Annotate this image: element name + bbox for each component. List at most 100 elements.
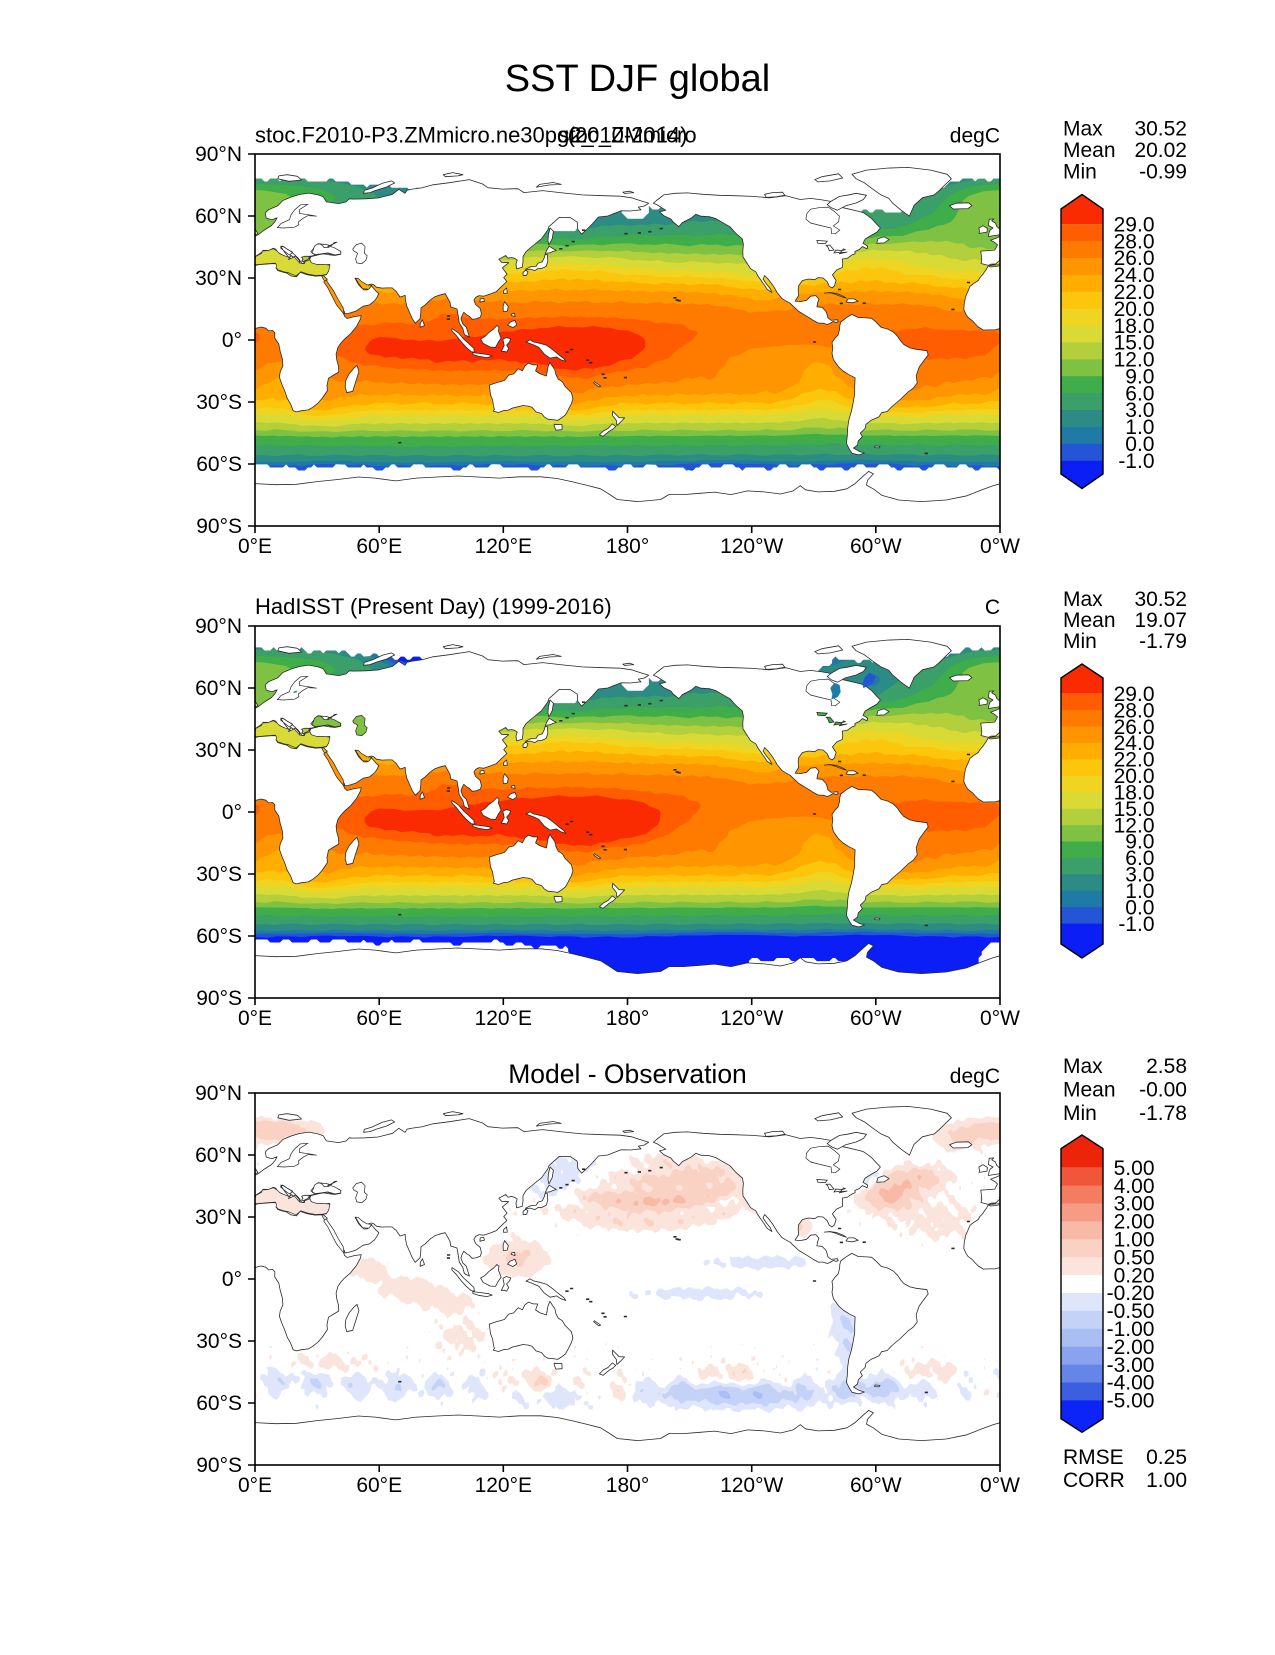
svg-text:30°N: 30°N bbox=[195, 267, 242, 290]
svg-text:180°: 180° bbox=[606, 535, 649, 558]
svg-text:HadISST (Present Day) (1999-20: HadISST (Present Day) (1999-2016) bbox=[255, 594, 612, 619]
svg-text:0.0: 0.0 bbox=[1125, 433, 1154, 456]
svg-text:90°N: 90°N bbox=[195, 615, 242, 638]
svg-text:-0.20: -0.20 bbox=[1107, 1282, 1155, 1305]
svg-text:0°W: 0°W bbox=[980, 1474, 1020, 1497]
svg-text:2.58: 2.58 bbox=[1146, 1055, 1187, 1078]
svg-text:C: C bbox=[985, 596, 1000, 619]
svg-text:4.00: 4.00 bbox=[1114, 1175, 1155, 1198]
svg-text:stoc.F2010-P3.ZMmicro.ne30pg2_: stoc.F2010-P3.ZMmicro.ne30pg2_ bbox=[255, 123, 594, 148]
svg-text:18.0: 18.0 bbox=[1114, 782, 1155, 805]
svg-text:60°E: 60°E bbox=[356, 535, 402, 558]
svg-text:120°E: 120°E bbox=[475, 535, 532, 558]
svg-text:28.0: 28.0 bbox=[1114, 699, 1155, 722]
svg-text:stoc_ZMmicro: stoc_ZMmicro bbox=[558, 123, 696, 148]
svg-text:90°N: 90°N bbox=[195, 1082, 242, 1105]
svg-text:120°E: 120°E bbox=[475, 1474, 532, 1497]
svg-text:18.0: 18.0 bbox=[1114, 315, 1155, 338]
svg-text:-2.00: -2.00 bbox=[1107, 1336, 1155, 1359]
svg-text:1.00: 1.00 bbox=[1114, 1229, 1155, 1252]
svg-text:60°E: 60°E bbox=[356, 1474, 402, 1497]
svg-text:SST DJF global: SST DJF global bbox=[505, 58, 770, 100]
svg-text:29.0: 29.0 bbox=[1114, 683, 1155, 706]
svg-text:15.0: 15.0 bbox=[1114, 332, 1155, 355]
svg-text:60°N: 60°N bbox=[195, 1144, 242, 1167]
svg-text:0.25: 0.25 bbox=[1146, 1446, 1187, 1469]
svg-text:20.02: 20.02 bbox=[1134, 139, 1187, 162]
svg-text:0°: 0° bbox=[222, 329, 242, 352]
svg-text:3.00: 3.00 bbox=[1114, 1193, 1155, 1216]
svg-text:Max: Max bbox=[1063, 588, 1103, 611]
svg-text:30°N: 30°N bbox=[195, 1206, 242, 1229]
svg-text:Model - Observation: Model - Observation bbox=[508, 1059, 747, 1089]
svg-text:-1.0: -1.0 bbox=[1118, 913, 1154, 936]
svg-text:120°W: 120°W bbox=[720, 1474, 783, 1497]
svg-text:60°N: 60°N bbox=[195, 677, 242, 700]
svg-text:-3.00: -3.00 bbox=[1107, 1354, 1155, 1377]
svg-text:0°: 0° bbox=[222, 801, 242, 824]
svg-text:Mean: Mean bbox=[1063, 1079, 1116, 1102]
svg-text:90°N: 90°N bbox=[195, 143, 242, 166]
svg-text:0°E: 0°E bbox=[238, 535, 272, 558]
svg-text:-5.00: -5.00 bbox=[1107, 1390, 1155, 1413]
svg-text:0.20: 0.20 bbox=[1114, 1264, 1155, 1287]
svg-text:60°W: 60°W bbox=[850, 535, 902, 558]
svg-text:6.0: 6.0 bbox=[1125, 847, 1154, 870]
svg-text:-0.00: -0.00 bbox=[1139, 1079, 1187, 1102]
svg-text:24.0: 24.0 bbox=[1114, 264, 1155, 287]
svg-text:30.52: 30.52 bbox=[1134, 117, 1187, 140]
svg-text:-1.78: -1.78 bbox=[1139, 1102, 1187, 1125]
svg-text:(2010-2014): (2010-2014) bbox=[568, 123, 688, 148]
svg-text:Mean: Mean bbox=[1063, 609, 1116, 632]
svg-text:0°E: 0°E bbox=[238, 1007, 272, 1030]
svg-text:60°N: 60°N bbox=[195, 205, 242, 228]
svg-text:90°S: 90°S bbox=[196, 515, 242, 538]
svg-text:-1.79: -1.79 bbox=[1139, 630, 1187, 653]
svg-text:30°S: 30°S bbox=[196, 391, 242, 414]
svg-text:1.00: 1.00 bbox=[1146, 1469, 1187, 1492]
svg-text:1.0: 1.0 bbox=[1125, 880, 1154, 903]
svg-text:29.0: 29.0 bbox=[1114, 213, 1155, 236]
svg-text:15.0: 15.0 bbox=[1114, 798, 1155, 821]
svg-text:180°: 180° bbox=[606, 1007, 649, 1030]
svg-text:6.0: 6.0 bbox=[1125, 382, 1154, 405]
svg-text:120°E: 120°E bbox=[475, 1007, 532, 1030]
svg-text:12.0: 12.0 bbox=[1114, 349, 1155, 372]
svg-text:60°W: 60°W bbox=[850, 1474, 902, 1497]
svg-text:Max: Max bbox=[1063, 117, 1103, 140]
svg-text:2.00: 2.00 bbox=[1114, 1211, 1155, 1234]
svg-text:Min: Min bbox=[1063, 1102, 1097, 1125]
svg-text:CORR: CORR bbox=[1063, 1469, 1125, 1492]
svg-text:60°S: 60°S bbox=[196, 1392, 242, 1415]
svg-text:-0.50: -0.50 bbox=[1107, 1300, 1155, 1323]
svg-text:Min: Min bbox=[1063, 630, 1097, 653]
svg-text:120°W: 120°W bbox=[720, 535, 783, 558]
svg-text:Max: Max bbox=[1063, 1055, 1103, 1078]
svg-text:Min: Min bbox=[1063, 161, 1097, 184]
svg-text:20.0: 20.0 bbox=[1114, 298, 1155, 321]
svg-text:3.0: 3.0 bbox=[1125, 864, 1154, 887]
svg-text:60°E: 60°E bbox=[356, 1007, 402, 1030]
svg-text:degC: degC bbox=[950, 125, 1000, 148]
svg-text:90°S: 90°S bbox=[196, 987, 242, 1010]
svg-text:Mean: Mean bbox=[1063, 139, 1116, 162]
svg-text:20.0: 20.0 bbox=[1114, 765, 1155, 788]
svg-text:0.50: 0.50 bbox=[1114, 1246, 1155, 1269]
svg-text:19.07: 19.07 bbox=[1134, 609, 1187, 632]
svg-text:0°W: 0°W bbox=[980, 1007, 1020, 1030]
svg-text:180°: 180° bbox=[606, 1474, 649, 1497]
svg-text:5.00: 5.00 bbox=[1114, 1157, 1155, 1180]
svg-text:0.0: 0.0 bbox=[1125, 896, 1154, 919]
svg-text:degC: degC bbox=[950, 1065, 1000, 1088]
svg-text:24.0: 24.0 bbox=[1114, 732, 1155, 755]
svg-text:60°S: 60°S bbox=[196, 453, 242, 476]
svg-text:-0.99: -0.99 bbox=[1139, 161, 1187, 184]
svg-text:-1.00: -1.00 bbox=[1107, 1318, 1155, 1341]
svg-text:-4.00: -4.00 bbox=[1107, 1372, 1155, 1395]
svg-text:RMSE: RMSE bbox=[1063, 1446, 1124, 1469]
svg-text:28.0: 28.0 bbox=[1114, 230, 1155, 253]
svg-text:30°S: 30°S bbox=[196, 1330, 242, 1353]
svg-text:22.0: 22.0 bbox=[1114, 749, 1155, 772]
svg-text:9.0: 9.0 bbox=[1125, 831, 1154, 854]
svg-text:26.0: 26.0 bbox=[1114, 247, 1155, 270]
